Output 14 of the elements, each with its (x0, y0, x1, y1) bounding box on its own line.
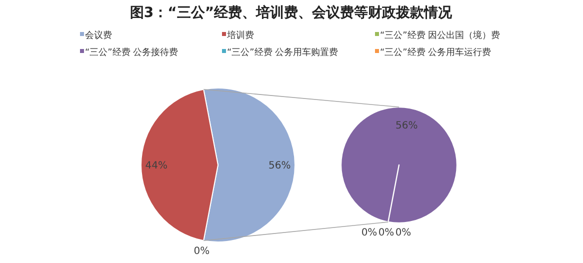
legend-label: 会议费 (85, 30, 112, 41)
data-label: 56% (395, 120, 418, 132)
text: 0% (378, 227, 394, 238)
data-label: 44% (145, 160, 168, 172)
text: 0% (395, 227, 412, 238)
legend-label: “三公”经费 因公出国（境）费 (380, 30, 500, 41)
chart-title: 图3：“三公”经费、培训费、会议费等财政拨款情况 (130, 4, 454, 21)
legend-label: “三公”经费 公务用车购置费 (227, 47, 338, 58)
legend-label: 培训费 (226, 30, 254, 41)
text: 0% (361, 227, 378, 238)
legend-label: “三公”经费 公务用车运行费 (380, 47, 492, 58)
text: 0% (194, 246, 210, 257)
legend-label: “三公”经费 公务接待费 (85, 47, 178, 58)
data-label: 56% (268, 160, 291, 172)
